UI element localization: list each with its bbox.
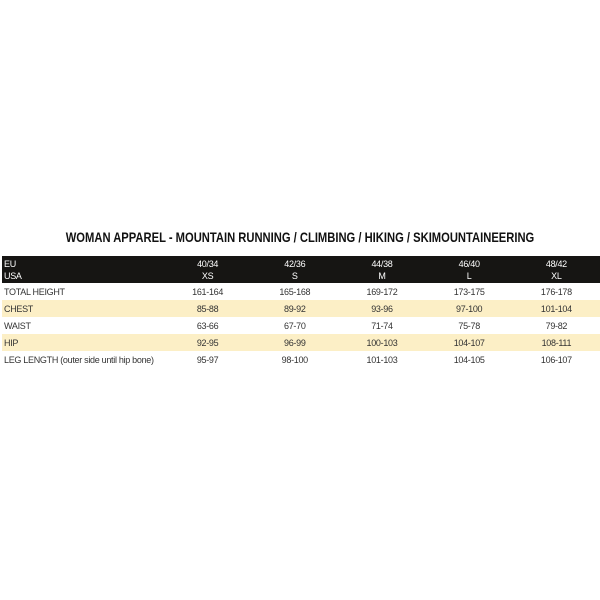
size-chart-table: EU USA 40/34 XS 42/36 S 44/38 M 46/40 L 48/42…: [2, 256, 600, 368]
table-cell: 67-70: [284, 320, 306, 331]
table-cell: 89-92: [251, 300, 339, 317]
eu-label: EU: [4, 258, 16, 269]
table-cell: 100-103: [338, 334, 426, 351]
table-cell: 63-66: [196, 320, 219, 331]
table-cell: 98-100: [281, 354, 309, 365]
table-cell: 93-96: [338, 300, 426, 317]
size-header: 42/36 S: [251, 256, 339, 283]
size-eu: 46/40: [458, 258, 480, 269]
size-header: 48/42 XL: [512, 256, 600, 283]
table-cell: 104-107: [425, 334, 513, 351]
table-row: CHEST 85-88 89-92 93-96 97-100 101-104: [2, 300, 600, 317]
table-cell: 96-99: [251, 334, 339, 351]
size-usa: XS: [201, 270, 214, 281]
row-label: WAIST: [4, 320, 31, 331]
size-header: 44/38 M: [338, 256, 426, 283]
size-eu: 40/34: [197, 258, 219, 269]
table-cell: 108-111: [512, 334, 600, 351]
table-cell: 173-175: [453, 286, 485, 297]
size-eu: 48/42: [545, 258, 567, 269]
size-usa: XL: [551, 270, 562, 281]
size-usa: L: [466, 270, 472, 281]
row-label: HIP: [2, 334, 164, 351]
header-label-cell: EU USA: [2, 256, 164, 283]
table-row: HIP 92-95 96-99 100-103 104-107 108-111: [2, 334, 600, 351]
table-cell: 106-107: [540, 354, 572, 365]
page-title: WOMAN APPAREL - MOUNTAIN RUNNING / CLIMB…: [65, 229, 535, 245]
size-usa: S: [291, 270, 298, 281]
size-header: 40/34 XS: [164, 256, 252, 283]
size-usa: M: [378, 270, 386, 281]
table-cell: 104-105: [453, 354, 485, 365]
table-cell: 71-74: [371, 320, 393, 331]
table-header-row: EU USA 40/34 XS 42/36 S 44/38 M 46/40 L 48/42…: [2, 256, 600, 283]
size-eu: 42/36: [284, 258, 306, 269]
table-cell: 97-100: [425, 300, 513, 317]
table-cell: 85-88: [164, 300, 252, 317]
size-eu: 44/38: [371, 258, 393, 269]
row-label: LEG LENGTH (outer side until hip bone): [4, 354, 154, 365]
size-header: 46/40 L: [425, 256, 513, 283]
row-label: CHEST: [2, 300, 164, 317]
table-cell: 176-178: [540, 286, 572, 297]
table-row: TOTAL HEIGHT 161-164 165-168 169-172 173-175…: [2, 283, 600, 300]
table-cell: 95-97: [196, 354, 219, 365]
table-cell: 161-164: [192, 286, 224, 297]
row-label: TOTAL HEIGHT: [4, 286, 65, 297]
usa-label: USA: [4, 270, 22, 281]
table-cell: 101-104: [512, 300, 600, 317]
table-cell: 165-168: [279, 286, 311, 297]
table-cell: 75-78: [458, 320, 480, 331]
table-cell: 79-82: [545, 320, 568, 331]
table-cell: 92-95: [164, 334, 252, 351]
table-row: LEG LENGTH (outer side until hip bone) 95…: [2, 351, 600, 368]
table-cell: 169-172: [366, 286, 398, 297]
table-cell: 101-103: [366, 354, 398, 365]
table-row: WAIST 63-66 67-70 71-74 75-78 79-82: [2, 317, 600, 334]
